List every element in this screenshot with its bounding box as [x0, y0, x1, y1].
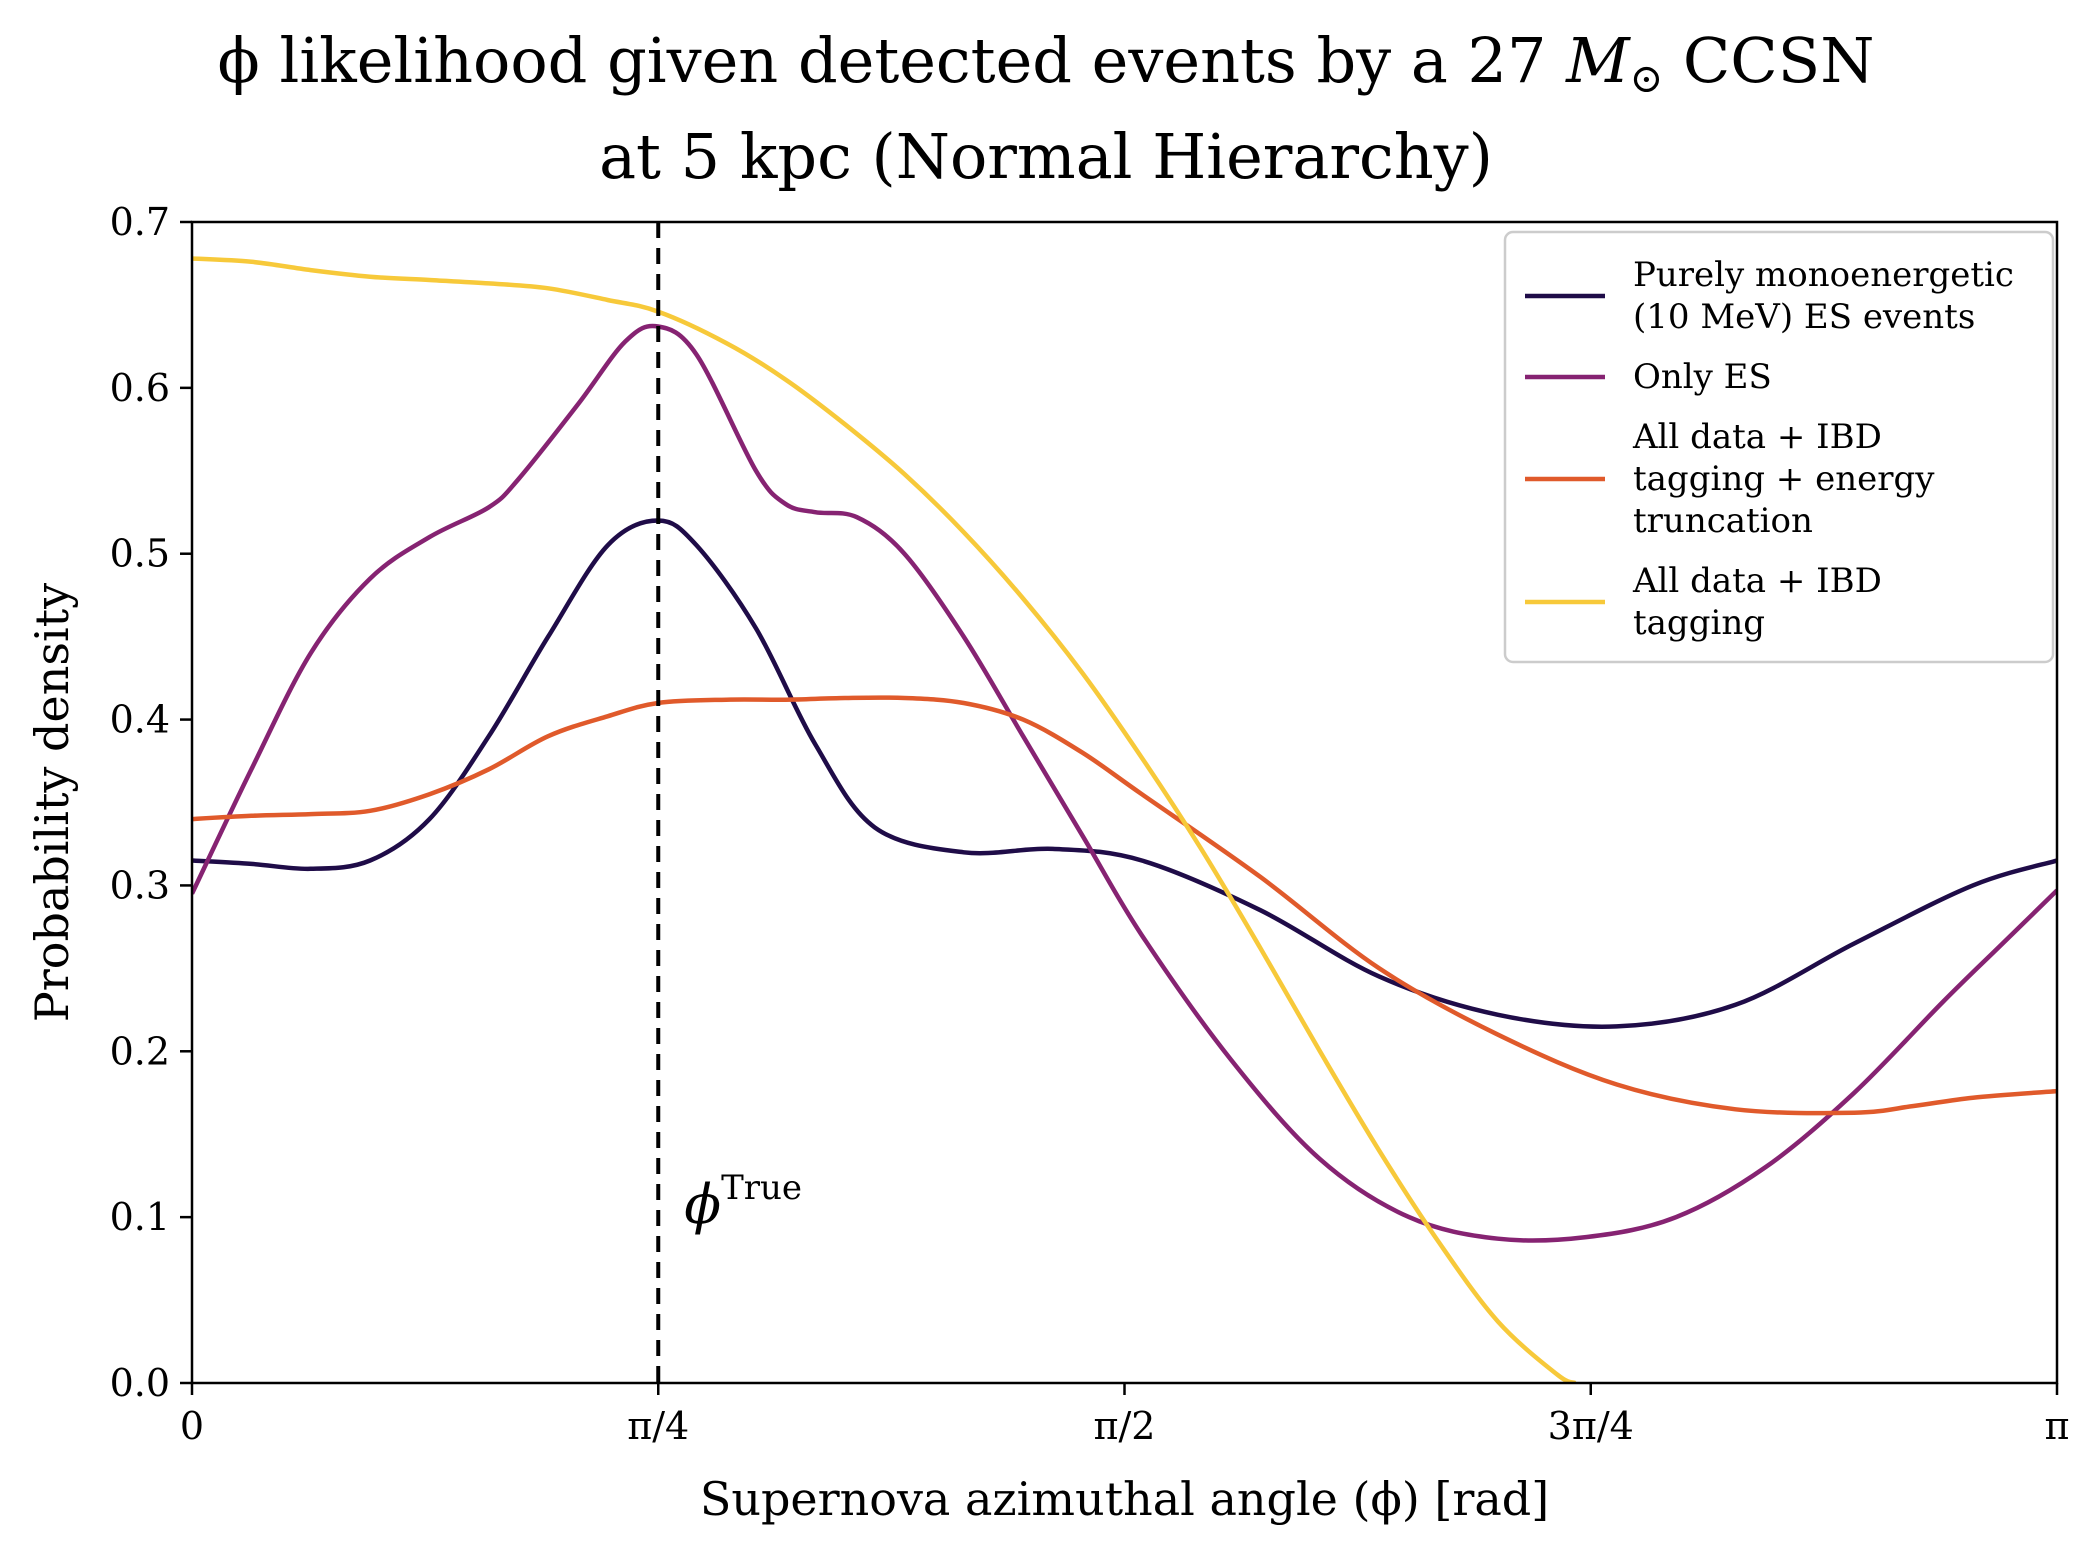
legend-label-1: Purely monoenergetic	[1633, 255, 2014, 295]
y-tick-label: 0.6	[110, 366, 170, 410]
series-line-2	[192, 323, 2057, 1243]
y-tick-label: 0.2	[110, 1029, 170, 1073]
x-tick-label: 0	[180, 1404, 204, 1448]
legend-label-4: tagging	[1633, 603, 1765, 643]
x-axis-label: Supernova azimuthal angle (ϕ) [rad]	[700, 1472, 1549, 1526]
series-line-3	[192, 695, 2057, 1116]
legend-label-4: All data + IBD	[1632, 561, 1882, 601]
plot-series-group	[192, 256, 2057, 1383]
chart-title-line-2: at 5 kpc (Normal Hierarchy)	[599, 120, 1493, 193]
y-tick-label: 0.3	[110, 863, 170, 907]
y-axis-label: Probability density	[25, 583, 79, 1022]
y-tick-label: 0.7	[110, 200, 170, 244]
legend: Purely monoenergetic(10 MeV) ES events On…	[1503, 230, 2055, 664]
y-axis-ticks: 0.0 0.1 0.2 0.3 0.4 0.5 0.6 0.7	[110, 200, 192, 1405]
chart-title-part: ⊙	[1630, 56, 1664, 102]
x-axis-ticks: 0 π/4 π/2 3π/4 π	[180, 1383, 2070, 1448]
y-tick-label: 0.5	[110, 532, 170, 576]
y-tick-label: 0.1	[110, 1195, 170, 1239]
legend-label-1: (10 MeV) ES events	[1633, 297, 1975, 337]
y-tick-label: 0.0	[110, 1361, 170, 1405]
y-tick-label: 0.4	[110, 698, 170, 742]
chart-title-line-1: ϕ likelihood given detected events by a …	[218, 24, 1875, 102]
legend-label-3: truncation	[1633, 501, 1813, 541]
true-value-symbol: ϕ	[684, 1173, 721, 1236]
true-value-annotation: ϕTrue	[684, 1168, 802, 1236]
series-line-4	[192, 256, 1577, 1383]
chart-title-part: CCSN	[1663, 24, 1874, 97]
legend-label-3: All data + IBD	[1632, 417, 1882, 457]
chart-title-part: M	[1565, 24, 1631, 97]
legend-label-2: Only ES	[1633, 357, 1772, 397]
x-tick-label: π	[2045, 1404, 2070, 1448]
chart-title-part: ϕ likelihood given detected events by a …	[218, 24, 1567, 97]
x-tick-label: π/2	[1094, 1404, 1156, 1448]
legend-label-3: tagging + energy	[1633, 459, 1935, 499]
x-tick-label: π/4	[627, 1404, 689, 1448]
legend-box	[1503, 230, 2055, 664]
true-value-superscript: True	[721, 1168, 802, 1208]
x-tick-label: 3π/4	[1548, 1404, 1634, 1448]
